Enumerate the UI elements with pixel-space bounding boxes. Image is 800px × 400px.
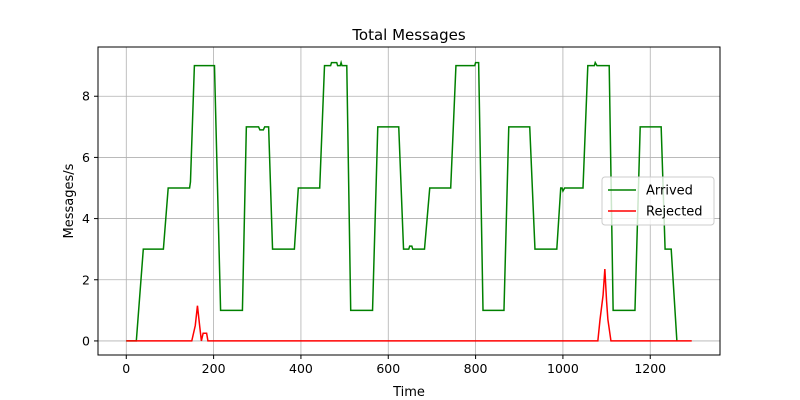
y-tick-label: 4	[82, 211, 90, 226]
ticks: 0 200 400 600 800 1000 1200 0 2 4 6 8	[82, 89, 666, 376]
x-tick-label: 1000	[547, 361, 579, 376]
series-line	[126, 59, 678, 342]
x-tick-label: 1200	[634, 361, 666, 376]
chart-title: Total Messages	[351, 26, 466, 44]
x-tick-label: 200	[202, 361, 226, 376]
y-tick-label: 2	[82, 272, 90, 287]
series-line	[126, 268, 692, 342]
y-tick-label: 6	[82, 150, 90, 165]
x-tick-label: 600	[376, 361, 400, 376]
x-axis-label: Time	[392, 385, 425, 400]
legend: Arrived Rejected	[601, 176, 715, 226]
y-axis-label: Messages/s	[62, 163, 77, 238]
x-tick-label: 400	[289, 361, 313, 376]
legend-label: Rejected	[646, 205, 703, 220]
plot-frame	[97, 46, 721, 356]
y-tick-label: 8	[82, 89, 90, 104]
legend-box	[601, 176, 715, 226]
plot-lines	[126, 59, 692, 342]
legend-label: Arrived	[646, 184, 693, 199]
x-tick-label: 800	[464, 361, 488, 376]
x-tick-label: 0	[122, 361, 130, 376]
y-tick-label: 0	[82, 333, 90, 348]
